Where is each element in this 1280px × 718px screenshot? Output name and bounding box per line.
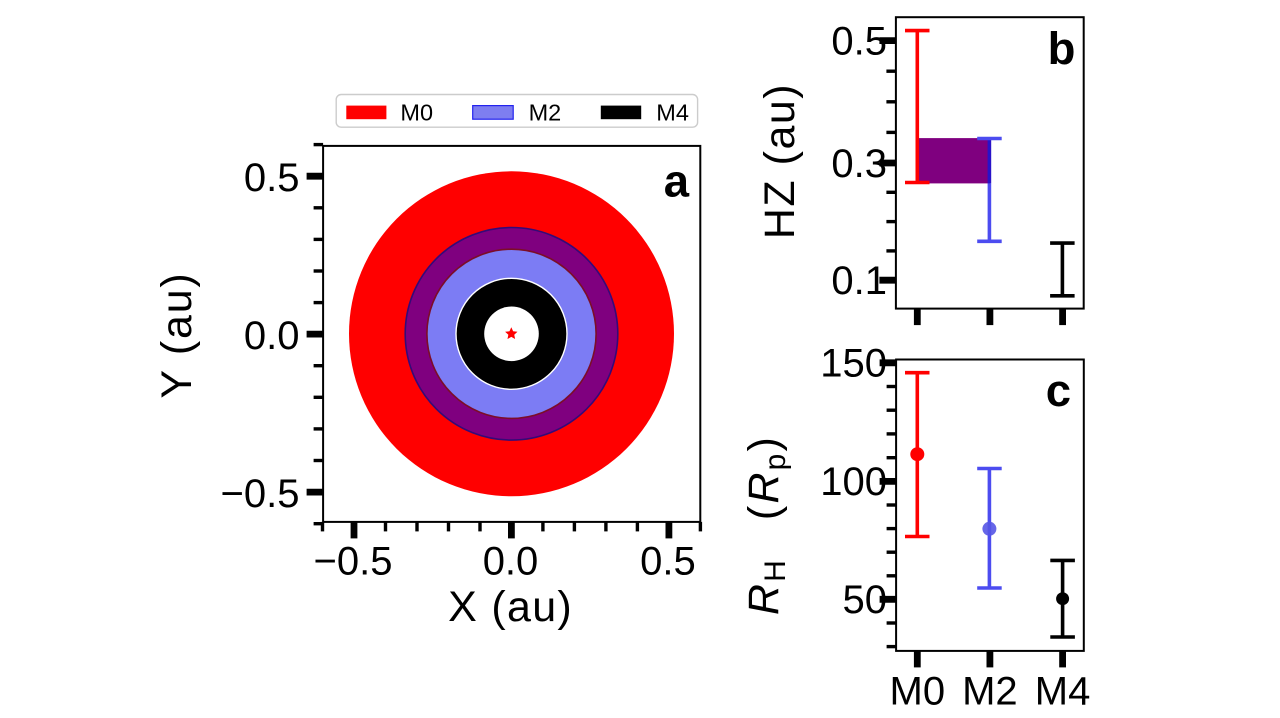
svg-text:X (au): X (au) bbox=[448, 583, 573, 631]
svg-text:M0: M0 bbox=[890, 670, 946, 714]
svg-text:0.0: 0.0 bbox=[244, 314, 300, 358]
svg-text:HZ (au): HZ (au) bbox=[756, 83, 804, 239]
svg-text:a: a bbox=[664, 155, 690, 206]
svg-text:0.5: 0.5 bbox=[244, 156, 300, 200]
svg-text:0.0: 0.0 bbox=[483, 540, 539, 584]
svg-text:RH (Rp): RH (Rp) bbox=[740, 435, 792, 615]
svg-text:0.3: 0.3 bbox=[831, 142, 887, 186]
svg-text:50: 50 bbox=[843, 578, 888, 622]
svg-text:M4: M4 bbox=[656, 100, 689, 126]
svg-text:M4: M4 bbox=[1035, 670, 1091, 714]
svg-text:−0.5: −0.5 bbox=[221, 472, 300, 516]
svg-text:0.5: 0.5 bbox=[640, 540, 696, 584]
svg-text:0.5: 0.5 bbox=[831, 19, 887, 63]
svg-text:0.1: 0.1 bbox=[831, 259, 887, 303]
svg-text:c: c bbox=[1046, 365, 1071, 416]
svg-text:100: 100 bbox=[820, 460, 887, 504]
svg-text:150: 150 bbox=[820, 342, 887, 386]
svg-text:M0: M0 bbox=[400, 100, 433, 126]
svg-text:b: b bbox=[1048, 23, 1076, 74]
svg-text:M2: M2 bbox=[962, 670, 1018, 714]
svg-text:M2: M2 bbox=[529, 100, 562, 126]
svg-text:−0.5: −0.5 bbox=[314, 540, 393, 584]
svg-text:Y (au): Y (au) bbox=[153, 271, 201, 398]
